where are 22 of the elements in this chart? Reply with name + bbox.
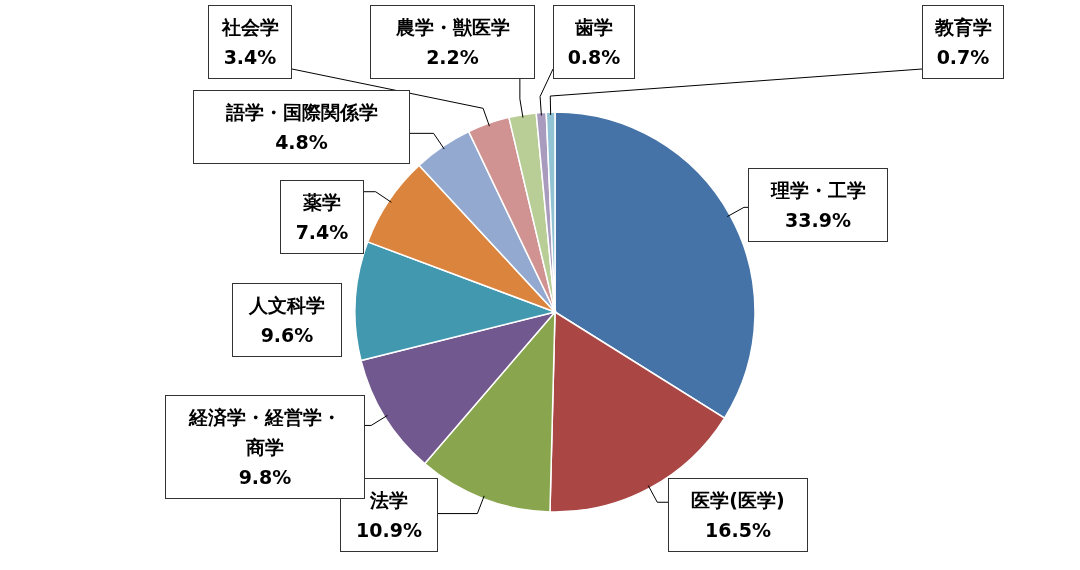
data-label: 9.6% xyxy=(259,323,315,348)
data-label: 0.8% xyxy=(566,45,622,70)
slice-label: 語学・国際関係学 xyxy=(224,100,379,125)
data-label: 7.4% xyxy=(294,220,350,245)
slice-label: 医学(医学) xyxy=(690,488,786,513)
data-label: 9.8% xyxy=(237,465,293,490)
data-label: 33.9% xyxy=(784,208,852,233)
data-label: 0.7% xyxy=(935,45,991,70)
slice-label: 経済学・経営学・商学 xyxy=(187,405,342,460)
slice-label: 法学 xyxy=(369,488,409,513)
slice-label: 薬学 xyxy=(302,190,342,215)
data-label: 2.2% xyxy=(425,45,480,70)
slice-label: 教育学 xyxy=(933,15,993,40)
data-label: 4.8% xyxy=(274,130,329,155)
data-label: 16.5% xyxy=(704,518,772,543)
data-label: 10.9% xyxy=(355,518,423,543)
slice-label: 人文科学 xyxy=(248,293,326,318)
data-label: 3.4% xyxy=(222,45,278,70)
slice-label: 理学・工学 xyxy=(769,178,867,203)
slice-label: 社会学 xyxy=(220,15,280,40)
slice-label: 農学・獣医学 xyxy=(394,15,511,40)
slice-label: 歯学 xyxy=(574,15,614,40)
